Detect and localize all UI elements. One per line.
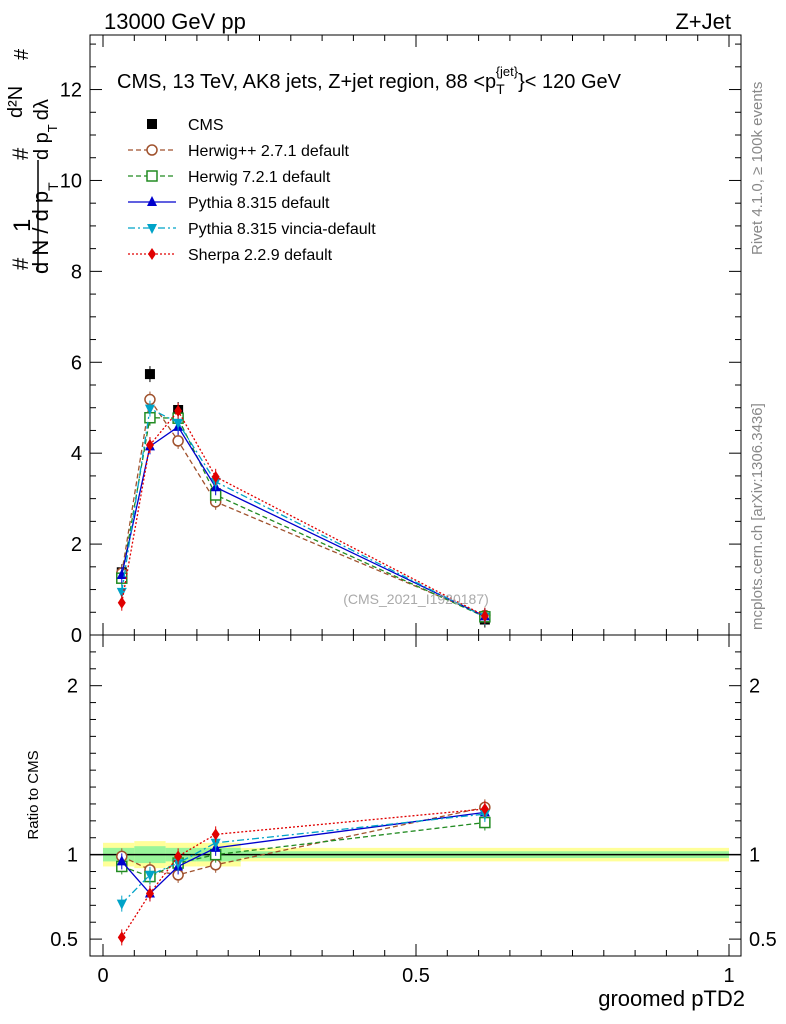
header-left: 13000 GeV pp [104,9,246,34]
legend-marker [148,248,156,260]
ylabel-hash2: # [8,147,33,160]
data-point [144,870,155,881]
series-4 [117,801,489,946]
ylabel-one: 1 [9,219,36,232]
ratio-ytick-label-left: 0.5 [50,929,78,951]
legend-label: CMS [188,117,224,134]
legend-label: Pythia 8.315 vincia-default [188,221,376,238]
ratio-ytick-label-right: 1 [749,845,760,867]
ylabel-hash3: # [11,48,33,60]
mcplots-label: mcplots.cern.ch [arXiv:1306.3436] [749,403,766,630]
ratio-xtick-label: 0.5 [402,965,430,987]
series-line-1 [121,397,486,617]
main-ytick-label: 2 [71,534,82,556]
legend-entry-3: Pythia 8.315 default [128,195,330,212]
main-ytick-label: 10 [60,170,82,192]
legend-marker [147,224,157,234]
ylabel-dpt: d pTdλ [31,99,60,160]
data-point [116,855,127,866]
legend-entry-5: Sherpa 2.2.9 default [128,247,333,264]
legend-entry-0: CMS [147,117,224,134]
rivet-label: Rivet 4.1.0, ≥ 100k events [749,82,766,255]
ratio-xtick-label: 1 [723,965,734,987]
ratio-ytick-label-right: 2 [749,676,760,698]
main-ytick-label: 4 [71,443,82,465]
main-ytick-label: 0 [71,625,82,647]
ratio-frame [89,634,742,957]
ylabel-dn: d N / d pT [28,182,61,274]
ratio-ylabel: Ratio to CMS [25,750,42,839]
ratio-series-layer [116,799,491,946]
chart-title: CMS, 13 TeV, AK8 jets, Z+jet region, 88 … [117,64,622,97]
ratio-axis-ticks: 0.5 0.5 1 1 2 2 0 0.5 1 [50,634,777,987]
series-line-3 [121,425,486,617]
data-point [480,609,489,622]
legend-label: Herwig++ 2.7.1 default [188,143,350,160]
main-ytick-label: 6 [71,352,82,374]
legend-label: Herwig 7.2.1 default [188,169,331,186]
data-point [144,369,155,380]
xlabel: groomed pTD2 [598,986,745,1011]
analysis-watermark: (CMS_2021_I1920187) [343,591,489,607]
header-right: Z+Jet [675,9,731,34]
main-ytick-label: 8 [71,261,82,283]
data-point [211,828,220,841]
data-point [117,931,126,944]
main-series-layer [116,366,491,628]
legend-marker [147,196,157,206]
legend-label: Pythia 8.315 default [188,195,330,212]
legend-label: Sherpa 2.2.9 default [188,247,333,264]
legend-marker [147,119,157,129]
legend-entry-1: Herwig++ 2.7.1 default [128,143,350,160]
legend-entry-4: Pythia 8.315 vincia-default [128,221,376,238]
series-line-2 [121,417,486,618]
series-0 [116,366,490,628]
ratio-ytick-label-left: 1 [67,845,78,867]
main-ylabel: # 1 d N / d pT # d²N d pTdλ # [5,48,61,274]
data-point [117,596,126,609]
data-point [144,404,155,415]
main-axis-ticks: 0 2 4 6 8 10 12 [60,35,741,647]
legend-marker [146,144,158,156]
data-point [211,470,220,483]
data-point [174,404,183,417]
ratio-ytick-label-right: 0.5 [749,929,777,951]
series-5 [117,402,489,624]
ylabel-hash: # [8,257,33,270]
legend-entry-2: Herwig 7.2.1 default [128,169,331,186]
data-point [116,899,127,910]
series-line-1 [121,821,485,878]
series-line-4 [121,808,485,938]
data-point [172,435,184,447]
data-point [174,850,183,863]
ratio-xtick-label: 0 [97,965,108,987]
legend-marker [146,170,158,182]
data-point [145,887,154,900]
data-point [210,838,221,849]
data-point [145,439,154,451]
legend: CMS Herwig++ 2.7.1 default Herwig 7.2.1 de… [128,117,376,264]
series-1 [116,391,491,624]
main-ytick-label: 12 [60,80,82,102]
data-point [480,803,489,816]
ylabel-d2n: d²N [5,86,27,118]
ratio-ytick-label-left: 2 [67,676,78,698]
series-0 [116,799,491,883]
data-point [173,418,184,429]
